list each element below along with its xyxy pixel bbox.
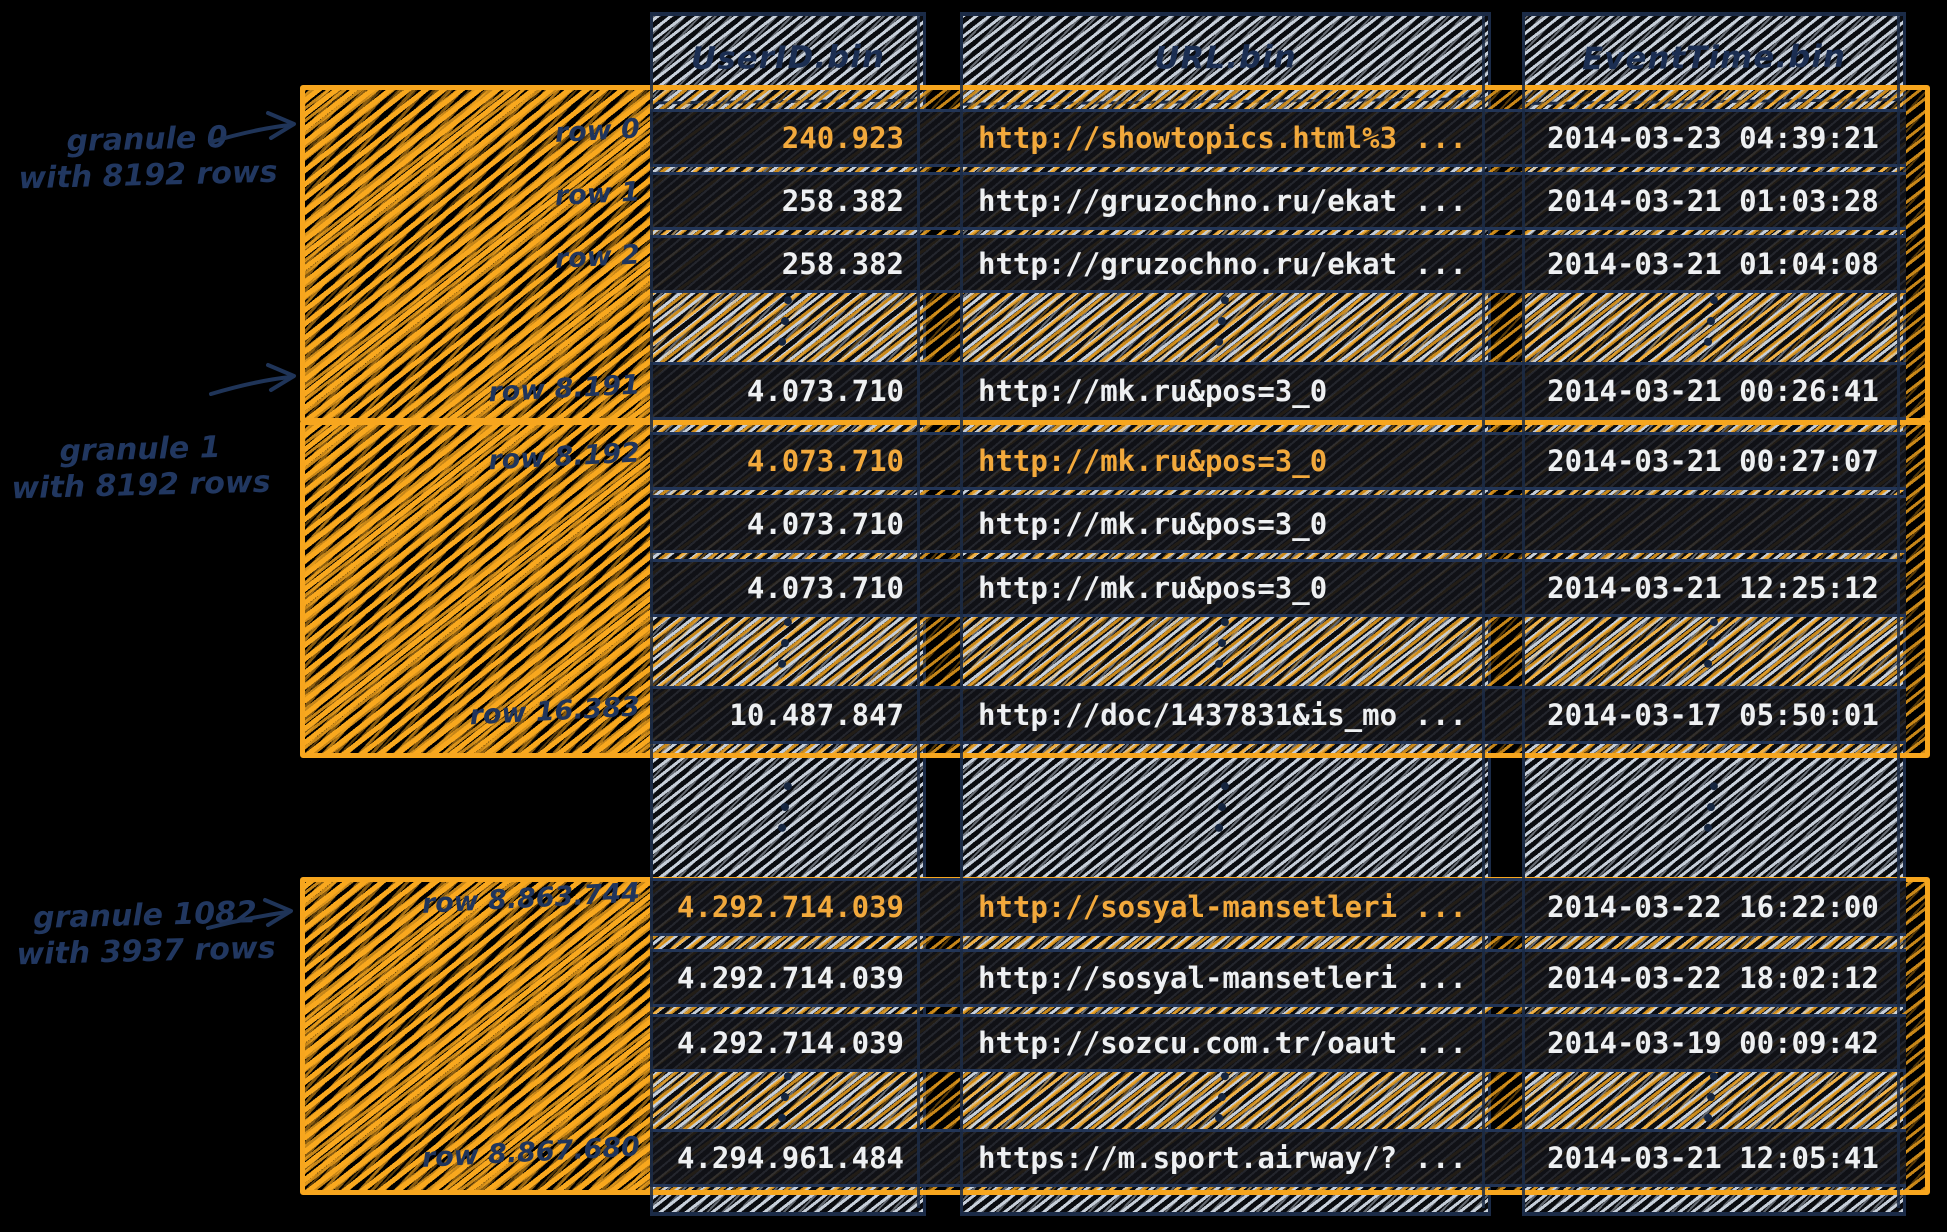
cell-url: http://mk.ru&pos=3_0	[978, 507, 1328, 541]
cell-url: http://sosyal-mansetleri ...	[978, 890, 1467, 924]
cell-eventtime: 2014-03-23 04:39:21	[1547, 121, 1879, 155]
arrow-icon	[209, 363, 296, 396]
cell-eventtime: 2014-03-21 01:04:08	[1547, 247, 1879, 281]
annotation-line2: with 8192 rows	[18, 154, 278, 197]
table-row: 4.073.710 http://mk.ru&pos=3_0	[650, 495, 1906, 553]
cell-eventtime: 2014-03-21 12:05:41	[1547, 1141, 1879, 1175]
cell-url: http://mk.ru&pos=3_0	[978, 374, 1328, 408]
arrow-icon	[206, 898, 293, 930]
cell-url: http://sosyal-mansetleri ...	[978, 961, 1467, 995]
cell-eventtime: 2014-03-21 01:03:28	[1547, 184, 1879, 218]
cell-url: http://gruzochno.ru/ekat ...	[978, 184, 1467, 218]
table-row: 240.923 http://showtopics.html%3 ... 201…	[650, 109, 1906, 167]
cell-url: http://mk.ru&pos=3_0	[978, 571, 1328, 605]
granule-annotation: granule 1 with 8192 rows	[7, 429, 274, 508]
table-row: 10.487.847 http://doc/1437831&is_mo ... …	[650, 686, 1906, 744]
cell-userid: 258.382	[781, 247, 904, 281]
cell-eventtime: 2014-03-22 16:22:00	[1547, 890, 1879, 924]
cell-eventtime: 2014-03-17 05:50:01	[1547, 698, 1879, 732]
column-border-line	[1522, 12, 1525, 1208]
cell-userid: 258.382	[781, 184, 904, 218]
cell-userid: 4.073.710	[746, 571, 904, 605]
table-row: 258.382 http://gruzochno.ru/ekat ... 201…	[650, 172, 1906, 230]
cell-eventtime: 2014-03-21 00:27:07	[1547, 444, 1879, 478]
cell-url: http://showtopics.html%3 ...	[978, 121, 1467, 155]
cell-url: http://sozcu.com.tr/oaut ...	[978, 1026, 1467, 1060]
cell-url: http://mk.ru&pos=3_0	[978, 444, 1328, 478]
cell-userid: 4.294.961.484	[677, 1141, 904, 1175]
cell-eventtime: 2014-03-22 18:02:12	[1547, 961, 1879, 995]
cell-userid: 4.073.710	[746, 374, 904, 408]
table-row: 4.073.710 http://mk.ru&pos=3_0 2014-03-2…	[650, 432, 1906, 490]
table-row: 4.292.714.039 http://sozcu.com.tr/oaut .…	[650, 1014, 1906, 1072]
cell-url: http://doc/1437831&is_mo ...	[978, 698, 1467, 732]
cell-eventtime: 2014-03-21 12:25:12	[1547, 571, 1879, 605]
arrow-icon	[209, 111, 296, 144]
table-row: 4.073.710 http://mk.ru&pos=3_0 2014-03-2…	[650, 559, 1906, 617]
table-row: 4.292.714.039 http://sosyal-mansetleri .…	[650, 949, 1906, 1007]
table-row: 4.292.714.039 http://sosyal-mansetleri .…	[650, 878, 1906, 936]
granule-0-hatch	[305, 90, 653, 418]
cell-userid: 4.292.714.039	[677, 961, 904, 995]
column-border-line	[650, 12, 653, 1208]
table-row: 258.382 http://gruzochno.ru/ekat ... 201…	[650, 235, 1906, 293]
table-row: 4.073.710 http://mk.ru&pos=3_0 2014-03-2…	[650, 362, 1906, 420]
column-border-line	[960, 12, 963, 1208]
cell-userid: 10.487.847	[729, 698, 904, 732]
cell-eventtime: 2014-03-21 00:26:41	[1547, 374, 1879, 408]
table-row: 4.294.961.484 https://m.sport.airway/? .…	[650, 1129, 1906, 1187]
column-border-line	[917, 12, 920, 1208]
cell-url: http://gruzochno.ru/ekat ...	[978, 247, 1467, 281]
cell-userid: 4.073.710	[746, 444, 904, 478]
granule-1082-hatch	[305, 882, 653, 1190]
cell-userid: 4.292.714.039	[677, 890, 904, 924]
cell-userid: 240.923	[781, 121, 904, 155]
cell-userid: 4.292.714.039	[677, 1026, 904, 1060]
cell-eventtime	[1520, 498, 1906, 550]
cell-eventtime: 2014-03-19 00:09:42	[1547, 1026, 1879, 1060]
column-border-line	[1897, 12, 1900, 1208]
granule-1-hatch	[305, 425, 653, 753]
annotation-line2: with 8192 rows	[11, 464, 271, 507]
cell-url: https://m.sport.airway/? ...	[978, 1141, 1467, 1175]
column-border-line	[1482, 12, 1485, 1208]
cell-userid: 4.073.710	[746, 507, 904, 541]
